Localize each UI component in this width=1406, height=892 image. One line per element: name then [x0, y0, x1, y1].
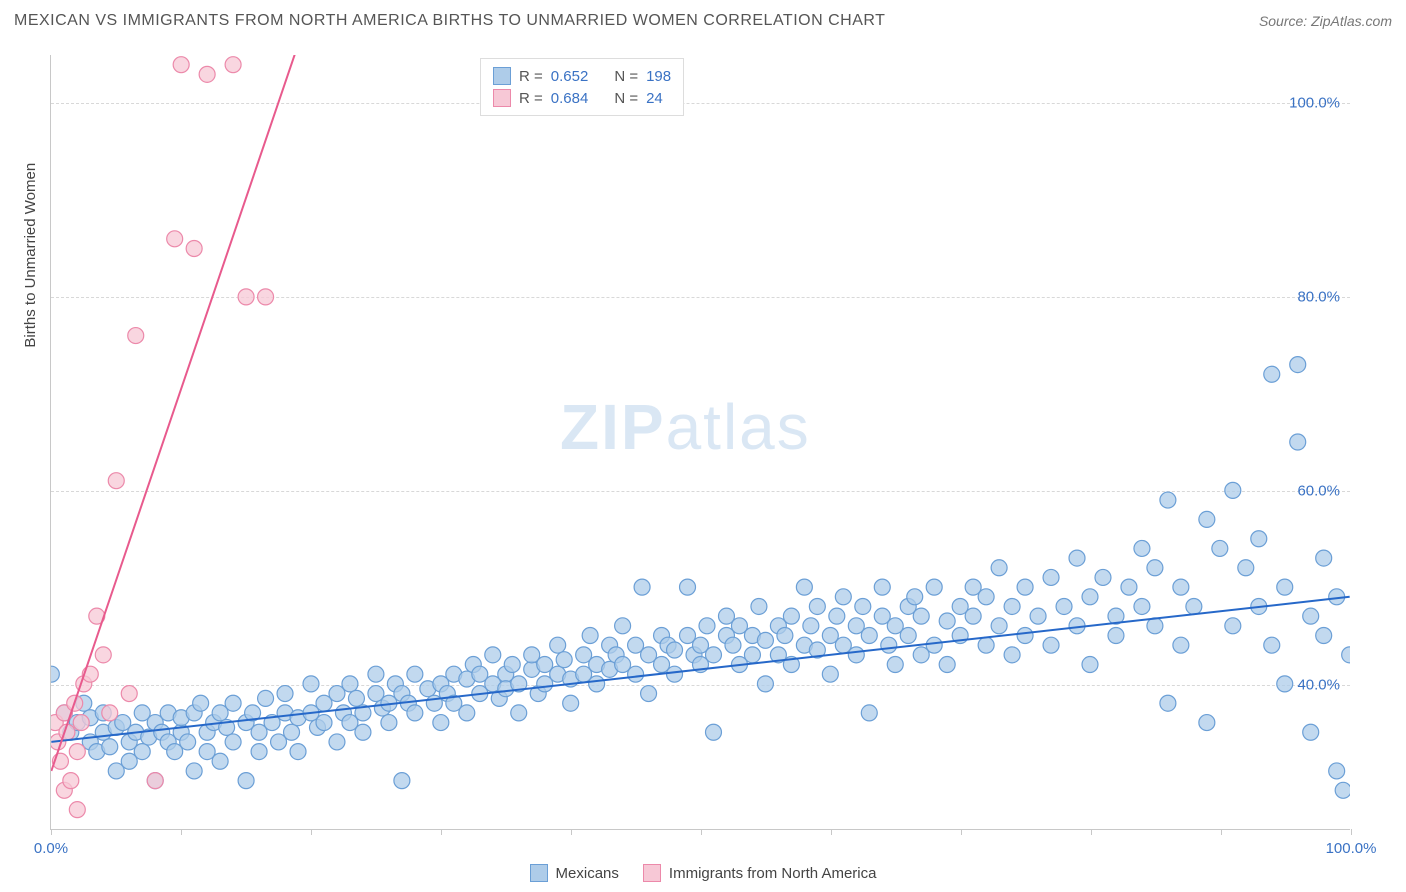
x-tick: [831, 829, 832, 835]
r-value-1: 0.652: [551, 68, 589, 85]
r-value-2: 0.684: [551, 90, 589, 107]
n-value-2: 24: [646, 90, 663, 107]
x-tick-label: 0.0%: [34, 840, 68, 857]
n-label: N =: [614, 90, 638, 107]
x-tick: [1091, 829, 1092, 835]
x-tick-label: 100.0%: [1326, 840, 1377, 857]
x-tick: [701, 829, 702, 835]
legend-swatch-2: [493, 89, 511, 107]
y-axis-label: Births to Unmarried Women: [22, 163, 39, 348]
r-label: R =: [519, 68, 543, 85]
x-tick: [571, 829, 572, 835]
legend-stats-row-1: R = 0.652 N = 198: [493, 65, 671, 87]
chart-source: Source: ZipAtlas.com: [1259, 13, 1392, 29]
x-tick: [181, 829, 182, 835]
x-tick: [311, 829, 312, 835]
legend-stats-row-2: R = 0.684 N = 24: [493, 87, 671, 109]
x-tick: [441, 829, 442, 835]
source-label: Source:: [1259, 13, 1311, 29]
chart-svg: [51, 55, 1350, 829]
n-value-1: 198: [646, 68, 671, 85]
legend-label-2: Immigrants from North America: [669, 865, 877, 882]
legend-swatch-series-1: [530, 864, 548, 882]
n-label: N =: [614, 68, 638, 85]
legend-swatch-series-2: [643, 864, 661, 882]
legend-series: Mexicans Immigrants from North America: [0, 864, 1406, 882]
r-label: R =: [519, 90, 543, 107]
x-tick: [1221, 829, 1222, 835]
legend-item-1: Mexicans: [530, 864, 619, 882]
x-tick: [961, 829, 962, 835]
legend-stats: R = 0.652 N = 198 R = 0.684 N = 24: [480, 58, 684, 116]
x-tick: [1351, 829, 1352, 835]
title-bar: MEXICAN VS IMMIGRANTS FROM NORTH AMERICA…: [14, 12, 1392, 30]
x-tick: [51, 829, 52, 835]
source-name: ZipAtlas.com: [1311, 13, 1392, 29]
legend-swatch-1: [493, 67, 511, 85]
chart-title: MEXICAN VS IMMIGRANTS FROM NORTH AMERICA…: [14, 12, 885, 30]
legend-item-2: Immigrants from North America: [643, 864, 877, 882]
plot-area: 40.0%60.0%80.0%100.0%0.0%100.0%: [50, 55, 1350, 830]
legend-label-1: Mexicans: [556, 865, 619, 882]
